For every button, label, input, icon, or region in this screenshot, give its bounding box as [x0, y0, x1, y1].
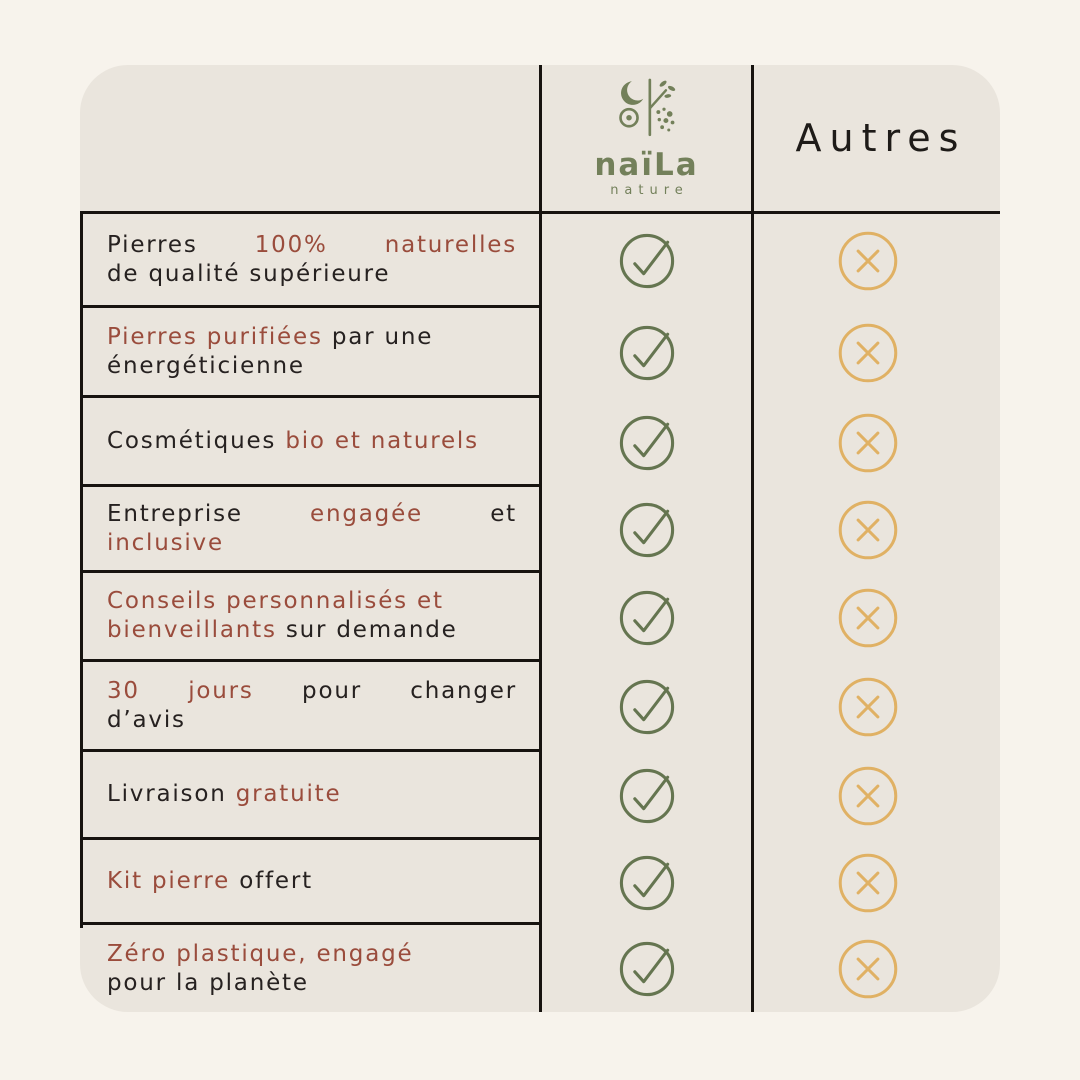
competitor-value-cell — [754, 840, 1000, 925]
competitor-value-cell — [754, 398, 1000, 487]
cross-icon — [836, 586, 900, 650]
competitor-value-cell — [754, 925, 1000, 1012]
feature-text: de qualité supérieure — [107, 260, 391, 287]
competitor-value-cell — [754, 573, 1000, 662]
feature-text-accent: Zéro plastique, engagé — [107, 940, 414, 967]
brand-value-cell — [539, 487, 754, 573]
cross-icon — [836, 411, 900, 475]
table-row: Pierres purifiées par une énergéticienne — [80, 308, 1000, 398]
cross-icon — [836, 851, 900, 915]
table-header: naïLa nature Autres — [80, 65, 1000, 211]
table-row: Livraison gratuite — [80, 752, 1000, 840]
feature-text-accent: Pierres purifiées — [107, 323, 332, 350]
row-feature-text: 30 jours pour changer d’avis — [80, 662, 539, 752]
table-row: 30 jours pour changer d’avis — [80, 662, 1000, 752]
brand-tagline: nature — [610, 183, 689, 198]
cross-icon — [836, 937, 900, 1001]
table-row: Cosmétiques bio et naturels — [80, 398, 1000, 487]
row-feature-text: Pierres purifiées par une énergéticienne — [80, 308, 539, 398]
row-feature-text: Entreprise engagée et inclusive — [80, 487, 539, 573]
cross-icon — [836, 675, 900, 739]
table-row: Conseils personnalisés et bienveillants s… — [80, 573, 1000, 662]
row-feature-text: Kit pierre offert — [80, 840, 539, 925]
check-icon — [617, 939, 677, 999]
feature-text-accent: 100% naturelles — [254, 231, 517, 258]
feature-text-accent: gratuite — [235, 781, 342, 807]
feature-text-accent: 30 jours — [107, 677, 303, 704]
cross-icon — [836, 229, 900, 293]
brand-value-cell — [539, 662, 754, 752]
competitor-value-cell — [754, 214, 1000, 308]
feature-text: Livraison — [107, 781, 236, 807]
feature-text: Entreprise — [107, 500, 311, 527]
brand-value-cell — [539, 308, 754, 398]
competitor-value-cell — [754, 487, 1000, 573]
competitor-value-cell — [754, 752, 1000, 840]
check-icon — [617, 853, 677, 913]
feature-text-accent: bienveillants — [107, 617, 286, 643]
table-row: Zéro plastique, engagé pour la planète — [80, 925, 1000, 1012]
column-divider — [539, 65, 542, 1012]
competitor-header-label: Autres — [795, 116, 967, 160]
feature-text: d’avis — [107, 706, 186, 733]
feature-text: pour la planète — [107, 969, 309, 996]
brand-value-cell — [539, 925, 754, 1012]
check-icon — [617, 413, 677, 473]
column-divider — [751, 65, 754, 1012]
moon-sun-plant-icon — [609, 78, 685, 148]
row-feature-text: Livraison gratuite — [80, 752, 539, 840]
competitor-value-cell — [754, 308, 1000, 398]
cross-icon — [836, 764, 900, 828]
check-icon — [617, 588, 677, 648]
brand-value-cell — [539, 573, 754, 662]
feature-text: sur demande — [285, 617, 458, 643]
brand-name: naïLa — [594, 147, 699, 183]
feature-text: pour changer — [302, 677, 517, 704]
row-feature-text: Pierres 100% naturelles de qualité supéri… — [80, 214, 539, 308]
feature-text: et — [490, 500, 517, 527]
table-left-border — [80, 211, 83, 928]
feature-text: énergéticienne — [107, 352, 305, 379]
table-row: Pierres 100% naturelles de qualité supéri… — [80, 214, 1000, 308]
table-row: Kit pierre offert — [80, 840, 1000, 925]
feature-text-accent: Kit pierre — [107, 867, 240, 894]
feature-text-accent: Conseils personnalisés et — [107, 588, 444, 614]
row-feature-text: Cosmétiques bio et naturels — [80, 398, 539, 487]
competitor-value-cell — [754, 662, 1000, 752]
comparison-rows: Pierres 100% naturelles de qualité supéri… — [80, 214, 1000, 1012]
check-icon — [617, 323, 677, 383]
feature-text-accent: bio et naturels — [285, 427, 479, 454]
check-icon — [617, 766, 677, 826]
check-icon — [617, 677, 677, 737]
feature-text-accent: inclusive — [107, 529, 224, 556]
brand-value-cell — [539, 840, 754, 925]
brand-value-cell — [539, 752, 754, 840]
check-icon — [617, 231, 677, 291]
feature-text: Pierres — [107, 231, 255, 258]
comparison-card: naïLa nature Autres Pierres 100% naturel… — [80, 65, 1000, 1012]
brand-value-cell — [539, 214, 754, 308]
cross-icon — [836, 321, 900, 385]
feature-text: par une — [331, 323, 434, 350]
feature-text-accent: engagée — [310, 500, 491, 527]
brand-value-cell — [539, 398, 754, 487]
row-feature-text: Conseils personnalisés et bienveillants s… — [80, 573, 539, 662]
row-feature-text: Zéro plastique, engagé pour la planète — [80, 925, 539, 1012]
feature-text: Cosmétiques — [107, 427, 286, 454]
brand-header-cell: naïLa nature — [539, 65, 754, 211]
check-icon — [617, 500, 677, 560]
feature-text: offert — [239, 867, 313, 894]
cross-icon — [836, 498, 900, 562]
table-row: Entreprise engagée et inclusive — [80, 487, 1000, 573]
